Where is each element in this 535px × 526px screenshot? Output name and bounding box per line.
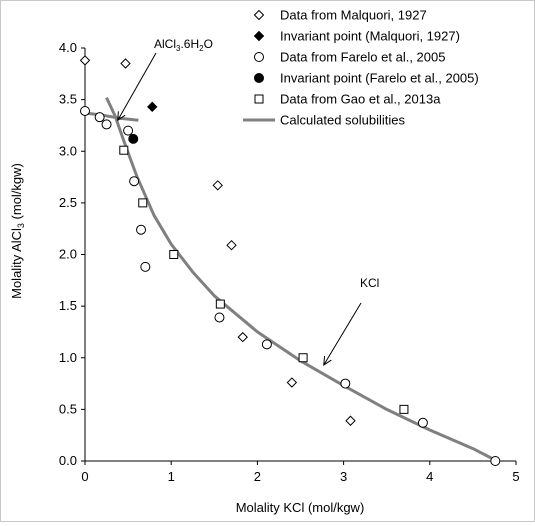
data-point-diamond-open	[226, 240, 237, 251]
data-point-square-open	[215, 299, 225, 309]
x-tick-label: 3	[340, 469, 347, 484]
data-point-square-open	[298, 353, 308, 363]
legend-marker	[254, 94, 264, 104]
data-point-circle-open	[490, 456, 501, 466]
data-point-diamond-open	[286, 377, 298, 388]
x-axis-title: Molality KCl (mol/kgw)	[236, 500, 365, 515]
data-point-diamond-open	[212, 180, 223, 191]
data-point-circle-open	[140, 261, 151, 272]
data-point-diamond-open	[79, 55, 91, 66]
legend-label: Calculated solubilities	[280, 113, 406, 128]
y-tick-label: 0.0	[59, 453, 77, 468]
legend-marker	[253, 9, 265, 21]
legend-marker	[253, 30, 265, 42]
y-tick-label: 2.5	[59, 195, 77, 210]
x-tick-label: 5	[512, 469, 519, 484]
data-point-circle-open	[129, 176, 140, 187]
legend-label: Data from Gao et al., 2013a	[280, 92, 441, 107]
data-point-circle-open	[123, 125, 134, 136]
y-axis-title: Molality AlCl3 (mol/kgw)	[9, 163, 26, 299]
annotation-alcl3-arrow	[117, 52, 157, 121]
data-point-diamond-open	[345, 415, 356, 426]
data-point-circle-open	[136, 224, 147, 235]
data-point-circle-open	[101, 119, 112, 130]
x-tick-label: 2	[254, 469, 261, 484]
data-point-diamond-filled	[147, 101, 158, 113]
y-tick-label: 3.0	[59, 143, 77, 158]
annotations: KCl	[117, 52, 379, 366]
legend-label: Invariant point (Malquori, 1927)	[280, 29, 460, 44]
data-point-circle-open	[214, 312, 225, 323]
x-tick-label: 4	[426, 469, 433, 484]
x-tick-label: 0	[81, 469, 88, 484]
legend-label: Data from Farelo et al., 2005	[280, 50, 445, 65]
legend-label: Data from Malquori, 1927	[280, 8, 427, 23]
data-point-circle-open	[94, 112, 105, 123]
y-tick-label: 1.0	[59, 350, 77, 365]
annotation-alcl3-arrow-head	[117, 111, 126, 122]
legend: Data from Malquori, 1927 Invariant point …	[243, 8, 479, 128]
y-tick-label: 3.5	[59, 92, 77, 107]
data-point-square-open	[399, 404, 409, 414]
legend-marker	[254, 52, 264, 62]
data-point-circle-open	[417, 417, 428, 428]
data-point-square-open	[138, 198, 148, 208]
data-point-circle-open	[340, 378, 351, 389]
data-point-square-open	[169, 250, 179, 259]
data-point-circle-open	[80, 105, 90, 116]
data-point-circle-filled	[128, 133, 139, 144]
data-point-square-open	[119, 145, 129, 155]
legend-marker	[254, 73, 264, 83]
annotation-alcl3-label: AlCl3.6H2O	[154, 37, 213, 53]
data-point-diamond-open	[120, 58, 131, 69]
annotation-kcl-arrow	[323, 302, 362, 366]
y-tick-label: 4.0	[59, 40, 77, 55]
calculated-solubility-line	[105, 96, 498, 463]
y-tick-label: 2.0	[59, 247, 77, 262]
y-tick-label: 1.5	[59, 298, 77, 313]
legend-label: Invariant point (Farelo et al., 2005)	[280, 71, 479, 86]
calculated-solubility-line	[84, 111, 139, 122]
data-point-diamond-open	[237, 331, 248, 343]
annotation-kcl-label: KCl	[360, 276, 379, 290]
data-point-circle-open	[261, 339, 272, 350]
calculated-curves	[84, 96, 498, 463]
data-points	[79, 55, 501, 466]
annotation-kcl-arrow-head	[323, 355, 332, 366]
y-tick-label: 0.5	[59, 401, 77, 416]
axes: 0 1 2 3 4 5 0.0 0.5 1.0 1.5 2.0 2.5 3.0 3.5 4.0	[59, 40, 520, 484]
x-tick-label: 1	[168, 469, 175, 484]
